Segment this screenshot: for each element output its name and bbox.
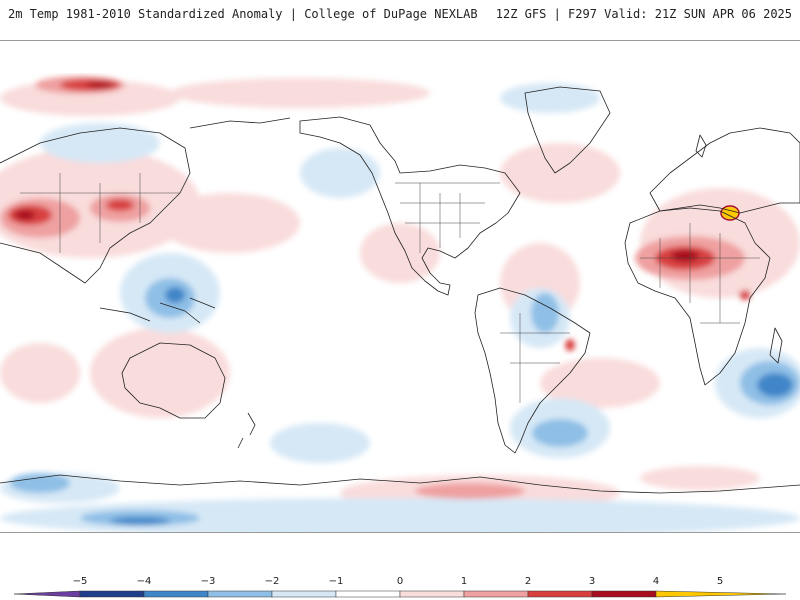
antarctica-outline [0, 474, 800, 494]
colorbar-legend: −5 −4 −3 −2 −1 0 1 2 3 4 5 [13, 576, 787, 598]
colorbar-swatch [399, 590, 465, 598]
anomaly-shading [0, 76, 800, 532]
anomaly-plus5-spot [722, 207, 738, 219]
map-title: 2m Temp 1981-2010 Standardized Anomaly |… [8, 7, 478, 21]
colorbar-tick-label: −3 [201, 576, 216, 587]
model-run-info: 12Z GFS | F297 Valid: 21Z SUN APR 06 202… [495, 7, 792, 21]
north-america-outline [299, 116, 521, 296]
british-isles-outline [695, 134, 707, 158]
colorbar-tick-label: −5 [73, 576, 88, 587]
colorbar-tick-label: 2 [525, 576, 531, 587]
australia-outline [121, 342, 226, 419]
madagascar-outline [769, 327, 783, 364]
colorbar-swatch [527, 590, 593, 598]
africa-outline [624, 207, 771, 386]
anomaly-minus3-areas [110, 287, 793, 525]
colorbar-tick-label: −4 [137, 576, 152, 587]
colorbar-tick-label: 0 [397, 576, 403, 587]
colorbar-tick-label: −2 [265, 576, 280, 587]
south-america-outline [474, 287, 591, 454]
anomaly-map [0, 73, 800, 532]
colorbar-swatch [591, 590, 657, 598]
anomaly-plus4-areas [15, 82, 699, 262]
header-bar: 2m Temp 1981-2010 Standardized Anomaly |… [0, 0, 800, 40]
maritime-continent-outline [99, 297, 216, 324]
map-bottom-divider [0, 532, 800, 533]
colorbar-tick-label: −1 [329, 576, 344, 587]
colorbar-swatch-low-extend [13, 590, 81, 598]
coastlines [0, 86, 800, 494]
colorbar-swatch [335, 590, 401, 598]
greenland-outline [524, 86, 611, 174]
colorbar-swatch [271, 590, 337, 598]
colorbar-swatch [79, 590, 145, 598]
europe-outline [649, 127, 800, 214]
arctic-coast-outline [189, 117, 291, 129]
colorbar-tick-label: 1 [461, 576, 467, 587]
colorbar-swatches [13, 590, 787, 598]
colorbar-swatch [207, 590, 273, 598]
asia-outline [0, 127, 191, 284]
colorbar-swatch-high-extend [655, 590, 787, 598]
colorbar-tick-label: 4 [653, 576, 659, 587]
colorbar-labels: −5 −4 −3 −2 −1 0 1 2 3 4 5 [73, 576, 724, 587]
colorbar-swatch [463, 590, 529, 598]
country-borders [20, 173, 760, 403]
colorbar-tick-label: 5 [717, 576, 723, 587]
colorbar-tick-label: 3 [589, 576, 595, 587]
header-divider [0, 40, 800, 41]
colorbar-swatch [143, 590, 209, 598]
new-zealand-outline [237, 412, 256, 449]
